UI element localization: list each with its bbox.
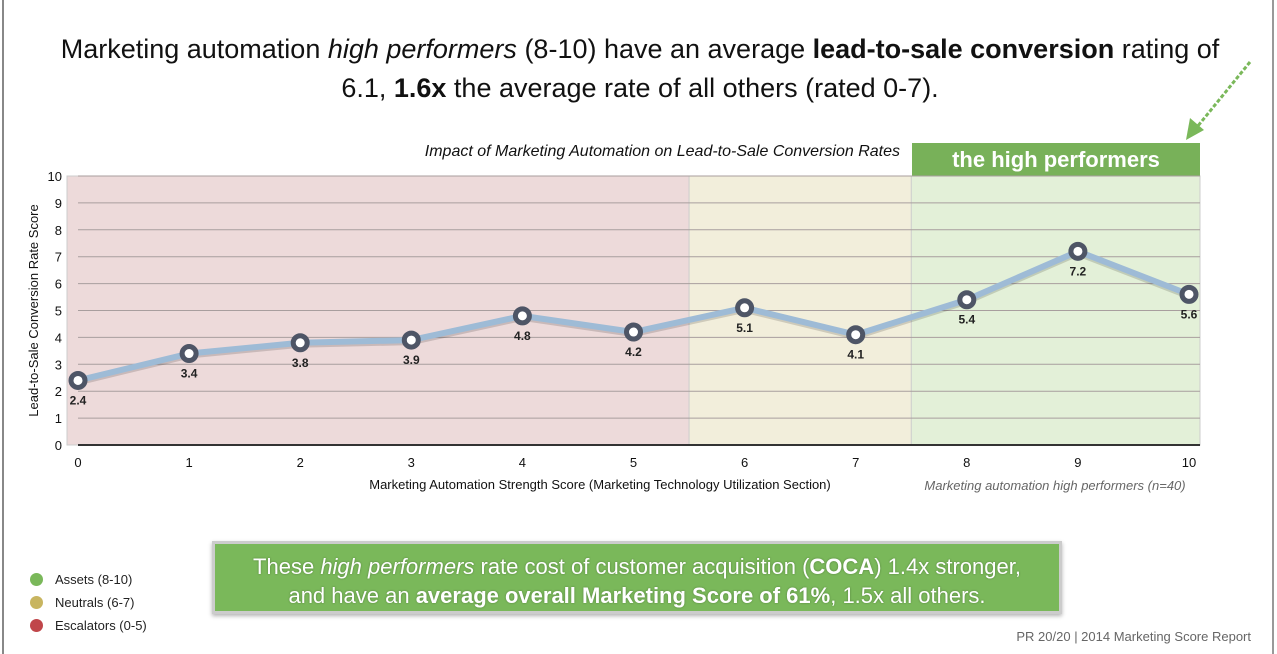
data-point [512,306,532,326]
headline: Marketing automation high performers (8-… [60,30,1220,108]
callout-text: , 1.5x all others. [830,583,986,608]
x-tick-label: 9 [1074,455,1081,470]
y-tick-label: 10 [48,169,62,184]
x-tick-label: 5 [630,455,637,470]
y-tick-label: 6 [55,277,62,292]
data-point [1179,284,1199,304]
data-point [179,344,199,364]
headline-text: rating of 6.1, [341,34,1220,103]
y-tick-label: 0 [55,438,62,453]
legend-label: Assets (8-10) [55,572,133,587]
arrow-head-icon [1186,118,1204,140]
chart-title: Impact of Marketing Automation on Lead-t… [424,143,900,160]
data-point [401,330,421,350]
data-point [624,322,643,342]
data-label: 3.8 [292,356,309,370]
callout-bold: COCA [809,554,875,579]
legend-item-escalators: Escalators (0-5) [30,614,147,637]
headline-text: (8-10) have an average [516,34,813,64]
y-axis-label: Lead-to-Sale Conversion Rate Score [26,204,41,416]
footer-source: PR 20/20 | 2014 Marketing Score Report [1016,629,1251,644]
y-tick-label: 4 [55,330,62,345]
callout-bold: average overall Marketing Score of 61% [415,583,831,608]
data-point [290,333,310,353]
data-label: 3.4 [181,367,198,381]
yellow-dot-icon [30,596,43,609]
data-label: 2.4 [70,393,87,407]
legend-item-neutrals: Neutrals (6-7) [30,591,147,614]
red-dot-icon [30,619,43,632]
legend: Assets (8-10) Neutrals (6-7) Escalators … [30,568,147,637]
x-tick-label: 6 [741,455,748,470]
high-performers-banner: the high performers [912,143,1200,177]
data-label: 7.2 [1070,264,1087,278]
headline-bold: 1.6x [393,73,447,103]
green-dot-icon [30,573,43,586]
y-tick-label: 8 [55,223,62,238]
data-label: 4.1 [847,348,864,362]
y-tick-label: 2 [55,384,62,399]
data-point [846,325,866,345]
x-tick-label: 2 [297,455,304,470]
headline-text: Marketing automation [60,34,328,64]
data-point [68,370,88,390]
y-tick-label: 1 [55,411,62,426]
callout-text: ) 1.4x stronger, [874,554,1021,579]
callout-text: rate cost of customer acquisition ( [474,554,810,579]
data-point [1068,241,1088,261]
headline-bold: lead-to-sale conversion [812,34,1115,64]
x-tick-label: 7 [852,455,859,470]
x-tick-label: 10 [1182,455,1196,470]
x-axis-label: Marketing Automation Strength Score (Mar… [369,477,831,492]
headline-text: the average rate of all others (rated 0-… [446,73,939,103]
headline-emphasis: high performers [327,34,517,64]
x-axis-note: Marketing automation high performers (n=… [924,478,1186,493]
data-label: 5.4 [958,313,975,327]
x-tick-label: 0 [74,455,81,470]
data-label: 4.8 [514,329,531,343]
data-point [957,290,977,310]
x-tick-label: 3 [408,455,415,470]
y-tick-label: 9 [55,196,62,211]
y-tick-label: 7 [55,250,62,265]
callout-text: These [253,554,321,579]
data-label: 3.9 [403,353,420,367]
x-tick-label: 1 [185,455,192,470]
y-tick-label: 5 [55,304,62,319]
data-label: 4.2 [625,345,642,359]
data-label: 5.6 [1181,307,1198,321]
legend-label: Escalators (0-5) [55,618,147,633]
data-point [735,298,755,318]
legend-item-assets: Assets (8-10) [30,568,147,591]
y-tick-label: 3 [55,357,62,372]
arrow-icon [1191,61,1252,133]
x-tick-label: 8 [963,455,970,470]
callout-box: These high performers rate cost of custo… [212,541,1062,614]
legend-label: Neutrals (6-7) [55,595,135,610]
x-tick-label: 4 [519,455,526,470]
callout-emphasis: high performers [320,554,475,579]
data-label: 5.1 [736,321,753,335]
callout-text: and have an [288,583,416,608]
